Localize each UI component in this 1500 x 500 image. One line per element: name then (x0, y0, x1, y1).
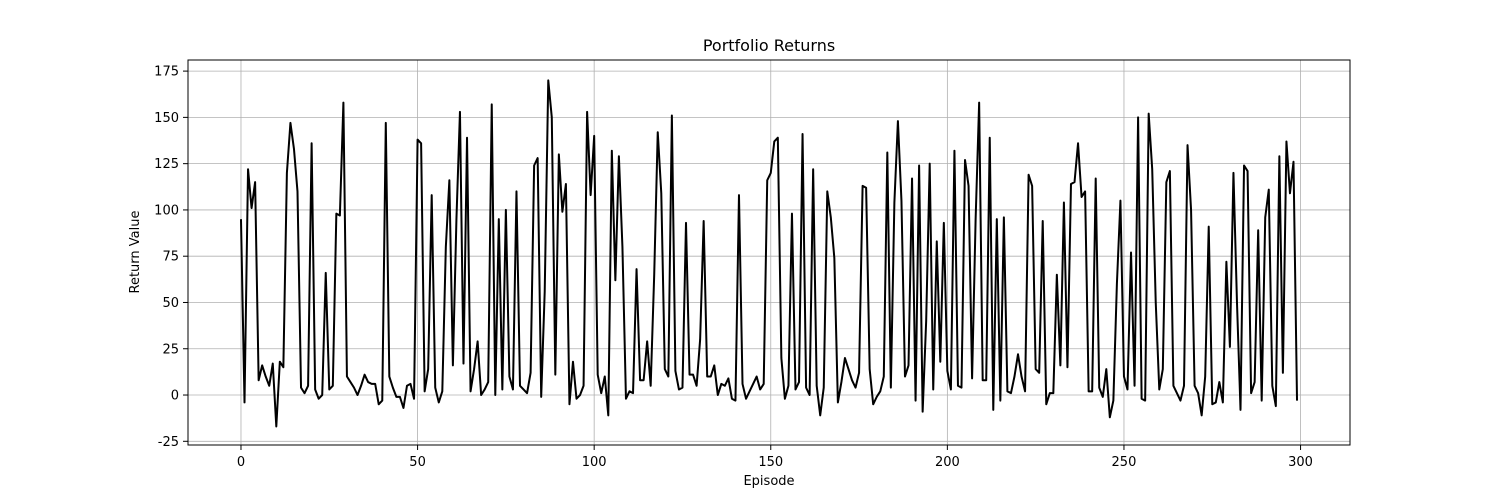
x-tick-label: 200 (935, 455, 960, 470)
x-tick-label: 150 (758, 455, 783, 470)
y-tick-label: 25 (162, 342, 179, 357)
chart-title: Portfolio Returns (703, 36, 835, 55)
series-line-0 (239, 79, 1299, 428)
x-tick-label: 0 (237, 455, 245, 470)
x-tick-label: 250 (1112, 455, 1137, 470)
y-tick-label: 125 (154, 157, 179, 172)
y-tick-label: 100 (154, 203, 179, 218)
x-tick-label: 300 (1288, 455, 1313, 470)
plot-frame (187, 59, 1351, 446)
x-axis: 0 50 100 150 200 250 300 (237, 445, 1313, 470)
series-layer (239, 79, 1299, 428)
y-tick-label: 175 (154, 65, 179, 80)
y-axis-label: Return Value (128, 211, 143, 294)
gridlines (188, 60, 1350, 445)
x-tick-label: 50 (409, 455, 426, 470)
y-tick-label: 0 (171, 389, 179, 404)
y-tick-label: 75 (162, 250, 179, 265)
x-axis-label: Episode (743, 474, 794, 489)
y-axis: -25 0 25 50 75 100 125 150 175 (154, 65, 188, 450)
y-tick-label: 50 (162, 296, 179, 311)
y-tick-label: -25 (158, 435, 179, 450)
x-tick-label: 100 (582, 455, 607, 470)
y-tick-label: 150 (154, 111, 179, 126)
